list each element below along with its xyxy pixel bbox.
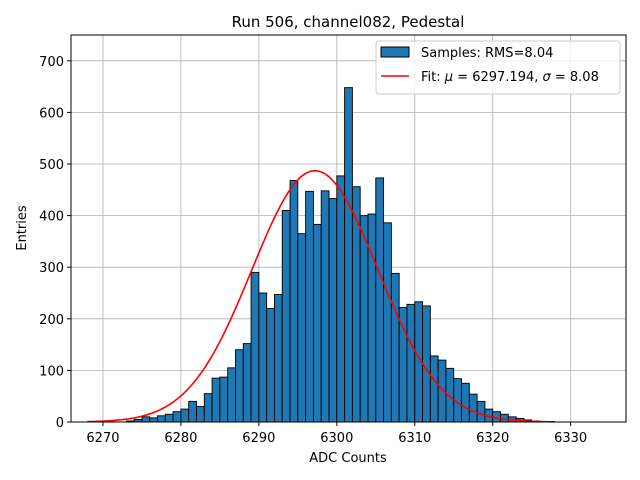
y-tick-label: 500 <box>39 158 64 173</box>
histogram-bar <box>196 406 205 423</box>
histogram-bar <box>367 213 377 423</box>
histogram-bar <box>312 223 322 423</box>
histogram-bar <box>273 294 283 423</box>
histogram-bar <box>180 408 190 423</box>
histogram-bar <box>375 177 385 423</box>
plot-frame <box>70 34 627 423</box>
legend-box <box>375 40 621 95</box>
histogram-bar <box>211 377 221 423</box>
legend-fit-mu-value: = 6297.194, <box>453 70 542 85</box>
fit-curve-group <box>87 169 556 423</box>
legend-label-samples: Samples: RMS=8.04 <box>421 46 553 61</box>
histogram-bar <box>429 355 439 423</box>
chart-title: Run 506, channel082, Pedestal <box>232 13 465 31</box>
legend: Samples: RMS=8.04 Fit: μ = 6297.194, σ =… <box>375 40 621 95</box>
x-tick-label: 6320 <box>476 431 509 446</box>
x-tick-label: 6330 <box>554 431 587 446</box>
legend-fit-mu-symbol: μ <box>444 70 453 85</box>
histogram-bar <box>390 272 400 423</box>
histogram-bar <box>281 209 291 423</box>
x-tick-label: 6280 <box>164 431 197 446</box>
histogram-bar <box>351 186 361 423</box>
histogram-bar <box>461 382 470 423</box>
histogram-bar <box>344 87 353 423</box>
histogram-bar <box>328 198 338 423</box>
histogram-bar <box>336 175 346 423</box>
histogram-bar <box>258 292 268 423</box>
histogram-bar <box>157 415 166 423</box>
legend-fit-prefix: Fit: <box>421 70 445 85</box>
histogram-bar <box>406 303 416 423</box>
histogram-bar <box>383 222 392 423</box>
histogram-bar <box>398 306 408 423</box>
histogram-bar <box>297 233 307 423</box>
histogram-bar <box>250 271 260 423</box>
y-tick-label: 200 <box>39 313 64 328</box>
legend-label-fit: Fit: μ = 6297.194, σ = 8.08 <box>421 70 599 85</box>
histogram-bar <box>320 190 330 423</box>
y-axis: 0 100 200 300 400 500 600 700 <box>39 55 71 431</box>
histogram-bar <box>266 308 275 423</box>
histogram-bar <box>468 393 478 423</box>
histogram-bar <box>219 376 229 423</box>
histogram-bar <box>227 367 236 423</box>
histogram-bar <box>289 180 299 423</box>
x-tick-label: 6310 <box>398 431 431 446</box>
legend-swatch-samples <box>380 46 410 58</box>
histogram-bar <box>149 417 158 423</box>
y-tick-label: 700 <box>39 55 64 70</box>
x-axis: 6270 6280 6290 6300 6310 6320 6330 <box>86 422 587 446</box>
y-tick-label: 300 <box>39 261 64 276</box>
y-tick-label: 400 <box>39 210 64 225</box>
x-tick-label: 6300 <box>320 431 353 446</box>
histogram-bar <box>172 411 182 423</box>
histogram-bar <box>164 413 174 423</box>
legend-fit-sigma-value: = 8.08 <box>551 70 599 85</box>
x-tick-label: 6290 <box>242 431 275 446</box>
x-tick-label: 6270 <box>86 431 119 446</box>
y-tick-label: 600 <box>39 106 64 121</box>
y-axis-label: Entries <box>15 205 30 251</box>
histogram-bar <box>203 393 213 423</box>
histogram-bar <box>242 343 252 423</box>
y-tick-label: 0 <box>56 416 64 431</box>
histogram-bar <box>141 416 151 423</box>
histogram-bar <box>359 215 369 423</box>
histogram-bar <box>476 400 486 423</box>
x-axis-label: ADC Counts <box>309 451 387 466</box>
histogram-bar <box>188 400 197 423</box>
legend-fit-sigma-symbol: σ <box>543 70 552 85</box>
histogram-bar <box>305 190 314 423</box>
fit-curve <box>87 169 556 423</box>
histogram-bar <box>235 349 244 423</box>
histogram-bar <box>422 305 431 423</box>
y-tick-label: 100 <box>39 364 64 379</box>
